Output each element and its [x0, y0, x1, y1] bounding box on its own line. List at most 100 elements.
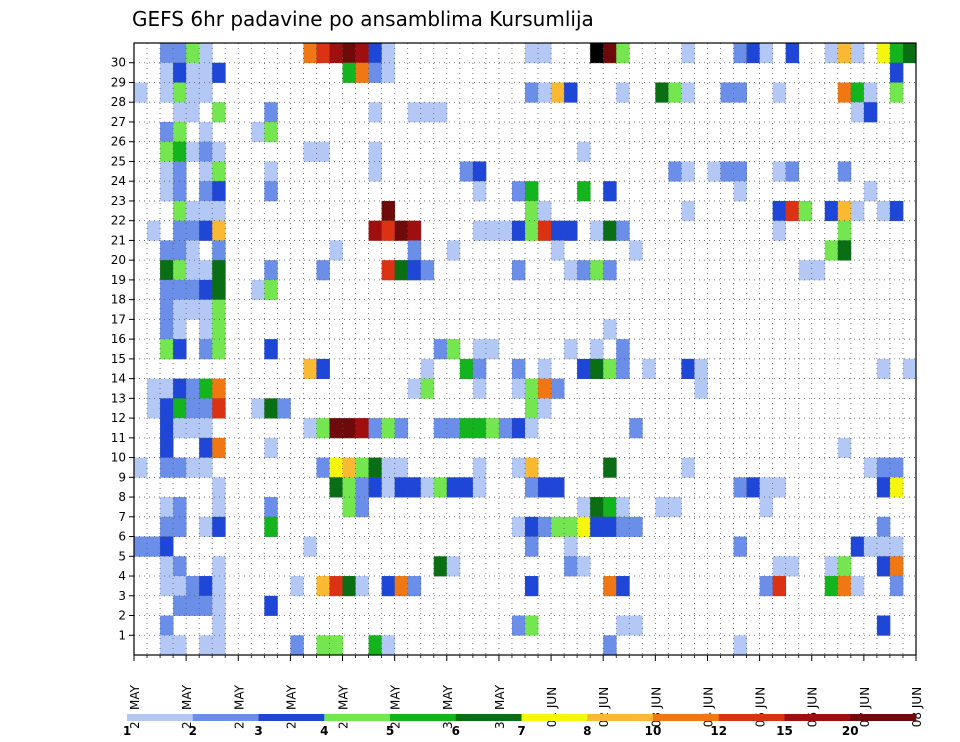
heatmap-cell	[199, 82, 213, 103]
heatmap-cell	[329, 43, 343, 64]
heatmap-cell	[577, 141, 591, 162]
heatmap-cell	[212, 299, 226, 320]
heatmap-cell	[355, 477, 369, 498]
heatmap-cell	[160, 457, 174, 478]
heatmap-cell	[472, 181, 487, 202]
heatmap-cell	[616, 497, 630, 518]
heatmap-cell	[603, 319, 617, 340]
heatmap-cell	[759, 477, 774, 498]
heatmap-cell	[889, 82, 904, 103]
x-tick-label: 06 JUN	[806, 687, 820, 727]
heatmap-cell	[511, 418, 526, 439]
heatmap-cell	[303, 358, 317, 380]
heatmap-cell	[889, 62, 904, 83]
heatmap-cell	[785, 161, 800, 182]
colorbar-label: 1	[123, 724, 131, 738]
heatmap-cell	[590, 220, 604, 241]
heatmap-cell	[186, 457, 200, 478]
y-tick-label: 21	[111, 233, 126, 247]
colorbar: 1 2 3 4 5 6 7 8 10 12 15 20	[123, 714, 917, 738]
heatmap-cell	[342, 418, 356, 439]
heatmap-cell	[173, 82, 187, 103]
heatmap-cell	[525, 378, 539, 399]
colorbar-label: 7	[517, 724, 525, 738]
heatmap-cell	[199, 121, 213, 143]
heatmap-cell	[603, 497, 617, 518]
heatmap-cell	[264, 516, 278, 537]
y-tick-label: 6	[118, 530, 126, 544]
heatmap-cell	[329, 477, 343, 498]
heatmap-cell	[251, 398, 265, 419]
heatmap-cell	[303, 141, 317, 162]
heatmap-cell	[147, 378, 161, 399]
heatmap-cell	[355, 457, 369, 478]
heatmap-cell	[538, 358, 552, 380]
heatmap-cell	[212, 615, 226, 636]
heatmap-cell	[186, 260, 200, 281]
colorbar-swatch	[258, 714, 325, 721]
heatmap-cell	[824, 43, 839, 64]
heatmap-cell	[160, 260, 174, 281]
heatmap-cell	[290, 635, 304, 656]
heatmap-cell	[264, 260, 278, 281]
heatmap-cell	[876, 457, 891, 478]
y-tick-label: 23	[111, 194, 126, 208]
heatmap-cell	[316, 457, 330, 478]
heatmap-cell	[772, 576, 787, 597]
colorbar-label: 6	[452, 724, 460, 738]
heatmap-cell	[889, 200, 904, 222]
heatmap-cell	[433, 339, 448, 360]
heatmap-cell	[590, 497, 604, 518]
chart-title: GEFS 6hr padavine po ansamblima Kursumli…	[132, 7, 594, 31]
heatmap-cell	[407, 102, 422, 123]
heatmap-cell	[381, 576, 396, 597]
heatmap-cell	[642, 358, 656, 380]
heatmap-cell	[212, 635, 226, 656]
heatmap-cell	[134, 457, 148, 478]
y-tick-label: 8	[118, 490, 126, 504]
heatmap-cell	[850, 576, 865, 597]
heatmap-cell	[212, 141, 226, 162]
colorbar-swatch	[718, 714, 785, 721]
colorbar-swatch	[324, 714, 391, 721]
heatmap-cell	[381, 200, 396, 222]
heatmap-cell	[577, 181, 591, 202]
heatmap-cell	[446, 339, 461, 360]
heatmap-cell	[173, 220, 187, 241]
heatmap-cell	[173, 595, 187, 616]
heatmap-cell	[394, 457, 409, 478]
heatmap-cell	[876, 615, 891, 636]
heatmap-cell	[889, 536, 904, 557]
heatmap-cell	[199, 200, 213, 222]
heatmap-cell	[199, 398, 213, 419]
y-tick-label: 24	[111, 174, 126, 188]
heatmap-cell	[173, 121, 187, 143]
heatmap-cell	[277, 398, 291, 419]
heatmap-cell	[199, 516, 213, 537]
heatmap-cell	[355, 62, 369, 83]
heatmap-cell	[472, 220, 487, 241]
heatmap-cell	[199, 181, 213, 202]
heatmap-cell	[199, 378, 213, 399]
y-tick-label: 30	[111, 56, 126, 70]
heatmap-cell	[590, 516, 604, 537]
heatmap-cell	[850, 536, 865, 557]
heatmap-cell	[616, 220, 630, 241]
heatmap-cell	[681, 457, 695, 478]
heatmap-cell	[186, 378, 200, 399]
x-tick-label: 24 MAY	[128, 684, 142, 729]
heatmap-cell	[824, 200, 839, 222]
heatmap-cell	[863, 536, 878, 557]
heatmap-cell	[446, 477, 461, 498]
heatmap-cell	[199, 319, 213, 340]
heatmap-cell	[160, 82, 174, 103]
heatmap-cell	[420, 102, 435, 123]
heatmap-cell	[173, 319, 187, 340]
heatmap-cell	[329, 418, 343, 439]
heatmap-cell	[772, 82, 787, 103]
heatmap-cell	[381, 220, 396, 241]
heatmap-cell	[668, 82, 682, 103]
heatmap-cell	[590, 358, 604, 380]
heatmap-cell	[525, 398, 539, 419]
x-tick-label: 25 MAY	[180, 684, 194, 729]
